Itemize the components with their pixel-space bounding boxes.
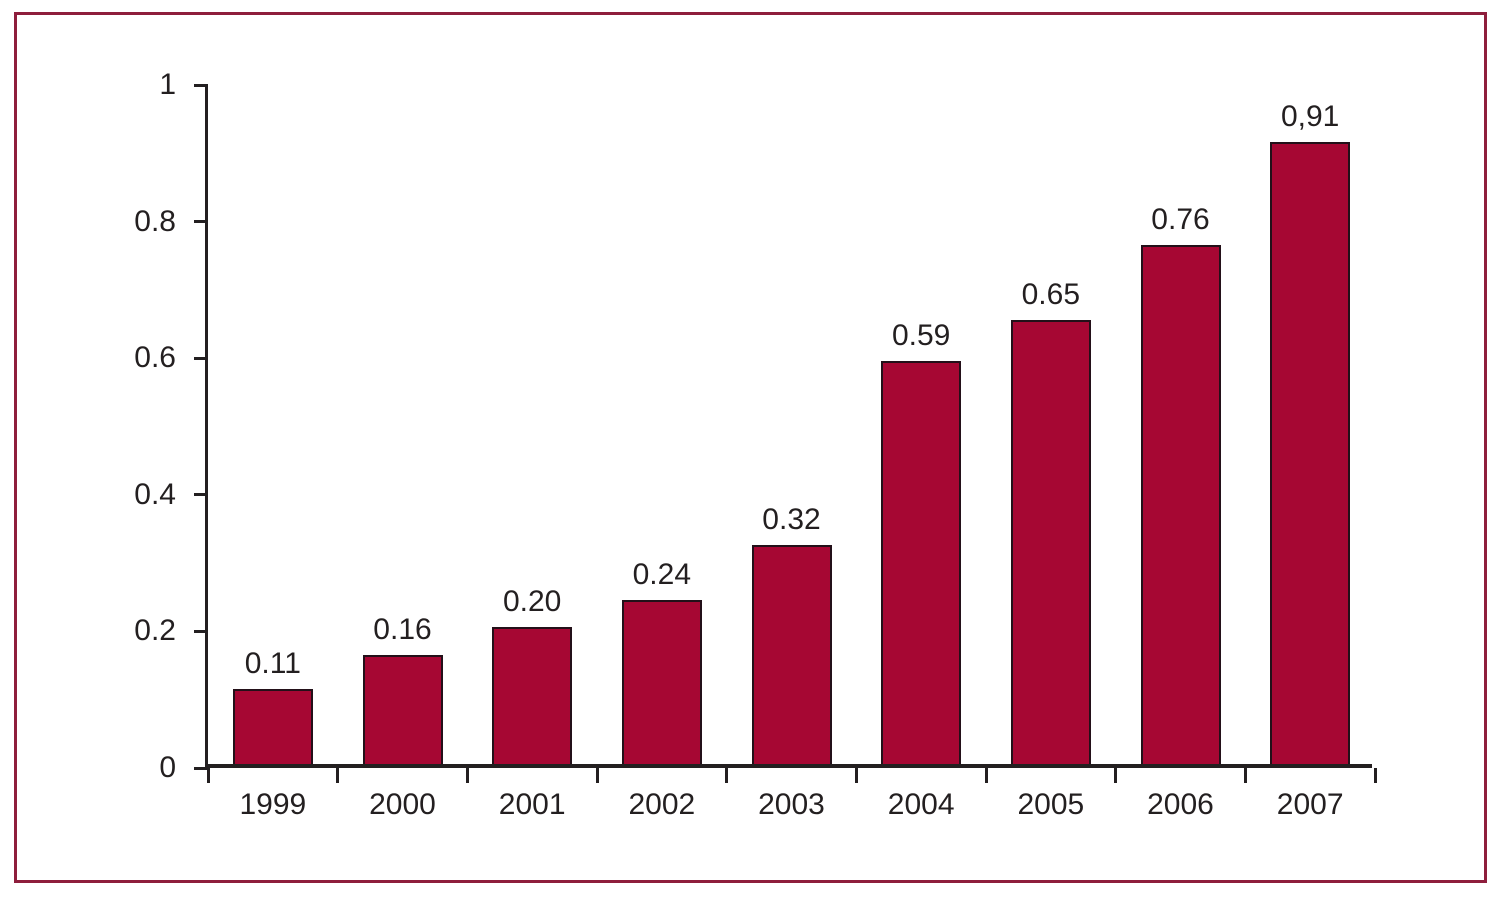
bar xyxy=(1270,142,1351,764)
x-axis-category-label: 2001 xyxy=(498,788,566,821)
y-axis-tick-label: 0.2 xyxy=(134,614,176,648)
bar xyxy=(881,361,962,764)
x-tick xyxy=(1373,768,1377,783)
figure-frame: 0 0.2 0.4 0.6 0.8 1 1999 2000 2001 2002 2003 2004 2… xyxy=(14,12,1487,883)
y-axis-tick-label: 1 xyxy=(159,68,176,101)
bars-layer: 0.11 0.16 0.20 0.24 0.32 0.59 0.65 0.76 0,91 xyxy=(208,85,1372,764)
y-tick xyxy=(194,220,208,224)
x-axis-category-label: 2007 xyxy=(1276,788,1344,821)
y-axis-tick-label: 0 xyxy=(159,751,176,784)
y-tick xyxy=(194,83,208,87)
bar xyxy=(232,688,313,764)
x-axis-category-label: 2000 xyxy=(369,788,436,821)
bar xyxy=(621,600,702,764)
y-tick xyxy=(194,356,208,360)
x-tick xyxy=(854,768,858,783)
x-axis-category-label: 2005 xyxy=(1017,788,1085,821)
x-axis-category-label: 2004 xyxy=(887,788,955,821)
x-tick xyxy=(595,768,599,783)
bar-value-label: 0.24 xyxy=(632,558,692,592)
x-axis-category-label: 2003 xyxy=(758,788,825,821)
bar-value-label: 0.16 xyxy=(373,612,432,646)
plot-area: 0 0.2 0.4 0.6 0.8 1 1999 2000 2001 2002 2003 2004 2… xyxy=(134,70,1377,821)
y-tick xyxy=(194,629,208,633)
bar-value-label: 0.76 xyxy=(1151,202,1210,236)
x-tick xyxy=(465,768,469,783)
x-axis-category-label: 1999 xyxy=(239,788,307,821)
bar-value-label: 0.11 xyxy=(244,646,301,680)
bar xyxy=(1010,320,1091,764)
bar-value-label: 0.59 xyxy=(891,319,951,353)
bar-value-label: 0,91 xyxy=(1280,100,1340,134)
bar-value-label: 0.32 xyxy=(762,503,821,537)
bar xyxy=(1140,244,1221,764)
y-axis-tick-label: 0.4 xyxy=(134,477,176,511)
y-tick xyxy=(194,766,208,770)
y-axis-tick-label: 0.6 xyxy=(134,341,176,375)
x-axis-layer: 1999 2000 2001 2002 2003 2004 2005 2006 2007 xyxy=(206,85,1377,821)
x-tick xyxy=(725,768,729,783)
bar-value-label: 0.65 xyxy=(1021,278,1081,312)
x-tick xyxy=(336,768,340,783)
y-axis-layer: 0 0.2 0.4 0.6 0.8 1 xyxy=(134,70,1372,783)
bar xyxy=(362,654,443,764)
bar xyxy=(492,627,573,764)
x-tick xyxy=(206,768,210,783)
x-tick xyxy=(984,768,988,783)
x-tick xyxy=(1243,768,1247,783)
bar-value-label: 0.20 xyxy=(502,585,562,619)
bar xyxy=(751,545,832,764)
y-tick xyxy=(194,493,208,497)
x-axis-category-label: 2002 xyxy=(628,788,696,821)
x-tick xyxy=(1114,768,1118,783)
x-axis-category-label: 2006 xyxy=(1147,788,1214,821)
y-axis-tick-label: 0.8 xyxy=(134,204,176,238)
